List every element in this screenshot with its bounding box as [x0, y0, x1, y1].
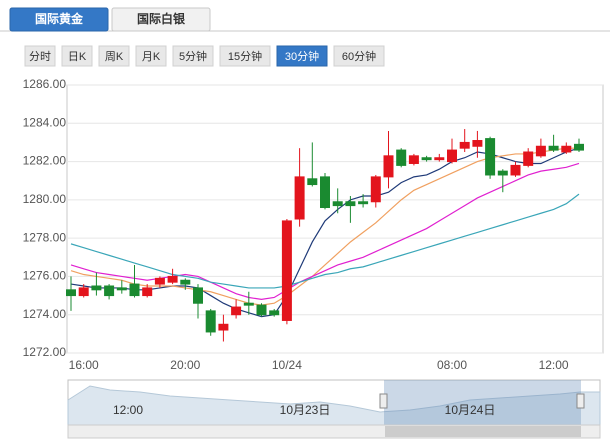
candle-body [104, 285, 115, 297]
candle-body [78, 287, 89, 297]
y-tick-label: 1284.00 [23, 115, 67, 129]
candle-body [523, 151, 534, 166]
candle-body [154, 277, 165, 285]
candle-body [497, 170, 508, 176]
candle-body [256, 304, 267, 316]
period-button[interactable] [172, 45, 214, 67]
x-tick-label: 08:00 [437, 358, 467, 372]
y-tick-label: 1282.00 [23, 154, 67, 168]
tab[interactable] [9, 7, 109, 32]
candle-body [574, 143, 584, 151]
y-tick-label: 1272.00 [23, 345, 67, 359]
navigator-label: 10月23日 [280, 403, 331, 417]
period-label: 月K [142, 51, 161, 63]
candle-body [91, 285, 102, 291]
x-tick-label: 10/24 [272, 358, 302, 372]
candle-body [269, 310, 280, 316]
period-button[interactable] [98, 45, 130, 67]
candle-body [116, 287, 127, 291]
candle-body [434, 157, 445, 161]
scrollbar-thumb[interactable] [385, 426, 581, 437]
period-button[interactable] [333, 45, 385, 67]
candle-body [66, 289, 76, 297]
candle-body [396, 149, 407, 166]
period-label: 5分钟 [179, 49, 207, 63]
candle-body [561, 145, 572, 153]
candle-body [142, 287, 153, 297]
y-tick-label: 1274.00 [23, 307, 67, 321]
candle-body [383, 155, 394, 178]
tab-label: 国际黄金 [35, 11, 84, 26]
candle-body [281, 220, 292, 321]
candle-body [472, 140, 483, 147]
candle-body [447, 149, 457, 163]
period-button[interactable] [24, 45, 56, 67]
y-tick-label: 1286.00 [23, 77, 67, 91]
period-label: 30分钟 [285, 49, 319, 63]
navigator-handle[interactable] [379, 393, 388, 409]
candle-body [243, 302, 254, 306]
candle-body [358, 201, 369, 205]
period-button[interactable] [219, 45, 271, 67]
candle-body [218, 323, 229, 331]
navigator-label: 10月24日 [445, 403, 496, 417]
x-tick-label: 12:00 [539, 358, 569, 372]
x-tick-label: 20:00 [170, 358, 200, 372]
candle-body [205, 310, 216, 333]
candle-body [548, 145, 559, 151]
y-tick-label: 1276.00 [23, 269, 67, 283]
candle-body [485, 138, 496, 176]
tab[interactable] [111, 7, 211, 32]
candle-body [535, 145, 546, 157]
tab-label: 国际白银 [137, 11, 186, 26]
candle-body [231, 306, 242, 316]
candle-body [167, 275, 178, 283]
period-label: 分时 [29, 50, 51, 63]
navigator-label: 12:00 [113, 403, 143, 417]
period-label: 60分钟 [342, 49, 376, 63]
candle-body [129, 283, 140, 297]
navigator-handle[interactable] [576, 393, 585, 409]
y-tick-label: 1278.00 [23, 230, 67, 244]
candle-body [180, 279, 191, 285]
candle-body [345, 201, 356, 207]
candle-body [510, 164, 521, 176]
period-button[interactable] [276, 45, 328, 67]
candle-body [193, 287, 203, 304]
period-label: 周K [105, 50, 124, 63]
period-label: 15分钟 [228, 49, 262, 63]
moving-average-line [70, 193, 580, 289]
candle-body [459, 141, 470, 149]
candle-body [320, 176, 330, 209]
x-tick-label: 16:00 [69, 358, 99, 372]
navigator-selection[interactable] [384, 380, 581, 425]
period-button[interactable] [61, 45, 93, 67]
candle-body [408, 155, 419, 164]
navigator-area [67, 385, 601, 426]
candle-body [370, 176, 381, 203]
candle-body [294, 176, 305, 220]
y-tick-label: 1280.00 [23, 192, 67, 206]
period-button[interactable] [135, 45, 167, 67]
candle-body [332, 201, 343, 207]
candle-body [307, 178, 318, 186]
candle-body [421, 157, 432, 161]
period-label: 日K [68, 51, 87, 63]
